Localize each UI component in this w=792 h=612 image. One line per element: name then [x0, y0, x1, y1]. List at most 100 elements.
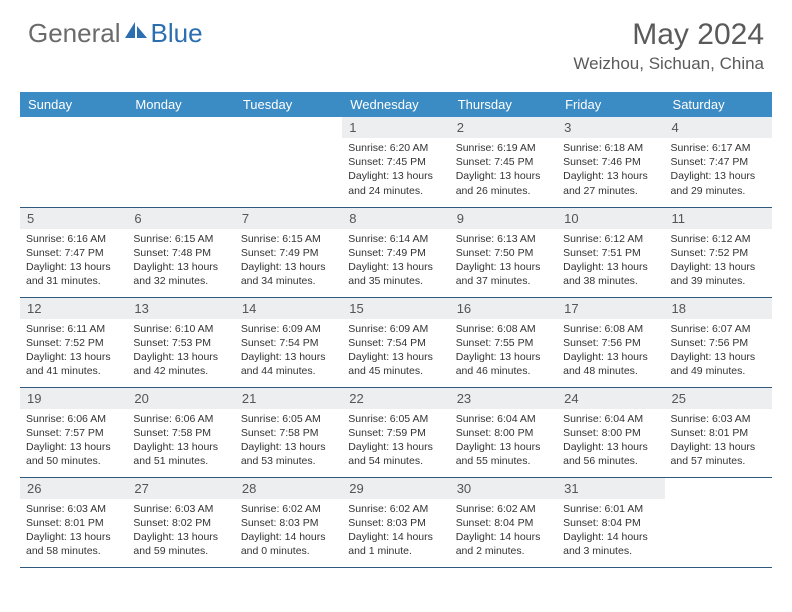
day-line: Sunset: 7:54 PM: [348, 336, 443, 350]
day-line: Sunrise: 6:02 AM: [348, 502, 443, 516]
day-line: Sunrise: 6:05 AM: [348, 412, 443, 426]
day-line: Sunset: 7:55 PM: [456, 336, 551, 350]
day-line: Daylight: 13 hours: [133, 440, 228, 454]
day-number: 6: [127, 208, 234, 229]
day-line: Sunrise: 6:08 AM: [563, 322, 658, 336]
day-content: Sunrise: 6:06 AMSunset: 7:58 PMDaylight:…: [127, 409, 234, 475]
day-line: Sunset: 8:00 PM: [563, 426, 658, 440]
day-line: Daylight: 13 hours: [671, 169, 766, 183]
day-line: Daylight: 13 hours: [26, 350, 121, 364]
day-line: Daylight: 13 hours: [671, 350, 766, 364]
day-content: Sunrise: 6:15 AMSunset: 7:48 PMDaylight:…: [127, 229, 234, 295]
day-line: Sunset: 7:52 PM: [671, 246, 766, 260]
title-block: May 2024 Weizhou, Sichuan, China: [573, 18, 764, 74]
day-line: and 48 minutes.: [563, 364, 658, 378]
day-content: Sunrise: 6:12 AMSunset: 7:52 PMDaylight:…: [665, 229, 772, 295]
day-number: 13: [127, 298, 234, 319]
calendar-cell: [20, 117, 127, 207]
calendar-row: 5Sunrise: 6:16 AMSunset: 7:47 PMDaylight…: [20, 207, 772, 297]
calendar-cell: 7Sunrise: 6:15 AMSunset: 7:49 PMDaylight…: [235, 207, 342, 297]
day-content: Sunrise: 6:05 AMSunset: 7:59 PMDaylight:…: [342, 409, 449, 475]
month-title: May 2024: [573, 18, 764, 52]
day-content: Sunrise: 6:17 AMSunset: 7:47 PMDaylight:…: [665, 138, 772, 204]
day-number: 19: [20, 388, 127, 409]
day-line: Sunset: 8:01 PM: [671, 426, 766, 440]
day-line: Sunrise: 6:16 AM: [26, 232, 121, 246]
day-line: and 29 minutes.: [671, 184, 766, 198]
day-number: 30: [450, 478, 557, 499]
brand-name-part1: General: [28, 18, 121, 49]
calendar-cell: 19Sunrise: 6:06 AMSunset: 7:57 PMDayligh…: [20, 387, 127, 477]
day-number: 7: [235, 208, 342, 229]
day-line: and 38 minutes.: [563, 274, 658, 288]
day-number: 8: [342, 208, 449, 229]
calendar-cell: 11Sunrise: 6:12 AMSunset: 7:52 PMDayligh…: [665, 207, 772, 297]
day-content: Sunrise: 6:03 AMSunset: 8:01 PMDaylight:…: [665, 409, 772, 475]
day-line: Daylight: 14 hours: [456, 530, 551, 544]
day-content: Sunrise: 6:11 AMSunset: 7:52 PMDaylight:…: [20, 319, 127, 385]
day-line: Sunrise: 6:09 AM: [241, 322, 336, 336]
day-number: 4: [665, 117, 772, 138]
day-line: Sunrise: 6:01 AM: [563, 502, 658, 516]
weekday-header: Monday: [127, 92, 234, 117]
day-line: and 26 minutes.: [456, 184, 551, 198]
day-line: Daylight: 13 hours: [456, 169, 551, 183]
day-content: Sunrise: 6:06 AMSunset: 7:57 PMDaylight:…: [20, 409, 127, 475]
location: Weizhou, Sichuan, China: [573, 54, 764, 74]
calendar-cell: 20Sunrise: 6:06 AMSunset: 7:58 PMDayligh…: [127, 387, 234, 477]
day-line: Daylight: 13 hours: [348, 440, 443, 454]
day-line: Daylight: 13 hours: [563, 350, 658, 364]
day-content: Sunrise: 6:09 AMSunset: 7:54 PMDaylight:…: [342, 319, 449, 385]
day-number: 2: [450, 117, 557, 138]
day-line: Sunrise: 6:05 AM: [241, 412, 336, 426]
day-number: 28: [235, 478, 342, 499]
day-line: Sunrise: 6:12 AM: [671, 232, 766, 246]
day-line: and 32 minutes.: [133, 274, 228, 288]
day-line: Sunrise: 6:09 AM: [348, 322, 443, 336]
day-line: Daylight: 13 hours: [348, 169, 443, 183]
calendar-cell: 9Sunrise: 6:13 AMSunset: 7:50 PMDaylight…: [450, 207, 557, 297]
day-line: Sunrise: 6:14 AM: [348, 232, 443, 246]
calendar-cell: 2Sunrise: 6:19 AMSunset: 7:45 PMDaylight…: [450, 117, 557, 207]
calendar-cell: 29Sunrise: 6:02 AMSunset: 8:03 PMDayligh…: [342, 477, 449, 567]
day-line: Sunset: 7:51 PM: [563, 246, 658, 260]
day-line: and 2 minutes.: [456, 544, 551, 558]
day-number: 21: [235, 388, 342, 409]
calendar-cell: 10Sunrise: 6:12 AMSunset: 7:51 PMDayligh…: [557, 207, 664, 297]
weekday-header: Tuesday: [235, 92, 342, 117]
calendar-cell: 1Sunrise: 6:20 AMSunset: 7:45 PMDaylight…: [342, 117, 449, 207]
day-line: and 0 minutes.: [241, 544, 336, 558]
day-number: 31: [557, 478, 664, 499]
weekday-header: Sunday: [20, 92, 127, 117]
calendar-row: 1Sunrise: 6:20 AMSunset: 7:45 PMDaylight…: [20, 117, 772, 207]
weekday-header: Wednesday: [342, 92, 449, 117]
day-content: Sunrise: 6:15 AMSunset: 7:49 PMDaylight:…: [235, 229, 342, 295]
day-number: 17: [557, 298, 664, 319]
day-number: 27: [127, 478, 234, 499]
calendar-table: Sunday Monday Tuesday Wednesday Thursday…: [20, 92, 772, 568]
calendar-row: 26Sunrise: 6:03 AMSunset: 8:01 PMDayligh…: [20, 477, 772, 567]
day-line: Daylight: 13 hours: [563, 440, 658, 454]
day-number: 3: [557, 117, 664, 138]
calendar-cell: 6Sunrise: 6:15 AMSunset: 7:48 PMDaylight…: [127, 207, 234, 297]
day-line: Sunset: 7:45 PM: [348, 155, 443, 169]
day-line: and 34 minutes.: [241, 274, 336, 288]
day-line: Sunset: 7:58 PM: [241, 426, 336, 440]
day-line: Daylight: 13 hours: [671, 260, 766, 274]
day-line: Sunrise: 6:02 AM: [456, 502, 551, 516]
day-line: Daylight: 13 hours: [133, 350, 228, 364]
day-line: and 41 minutes.: [26, 364, 121, 378]
day-line: and 53 minutes.: [241, 454, 336, 468]
day-line: Daylight: 14 hours: [241, 530, 336, 544]
day-content: Sunrise: 6:04 AMSunset: 8:00 PMDaylight:…: [557, 409, 664, 475]
weekday-header: Saturday: [665, 92, 772, 117]
day-line: Daylight: 13 hours: [563, 169, 658, 183]
day-line: and 1 minute.: [348, 544, 443, 558]
day-line: Sunrise: 6:18 AM: [563, 141, 658, 155]
day-line: Daylight: 13 hours: [241, 440, 336, 454]
day-line: Daylight: 13 hours: [241, 260, 336, 274]
day-content: Sunrise: 6:19 AMSunset: 7:45 PMDaylight:…: [450, 138, 557, 204]
day-content: Sunrise: 6:08 AMSunset: 7:56 PMDaylight:…: [557, 319, 664, 385]
day-line: Daylight: 14 hours: [563, 530, 658, 544]
day-number: 12: [20, 298, 127, 319]
